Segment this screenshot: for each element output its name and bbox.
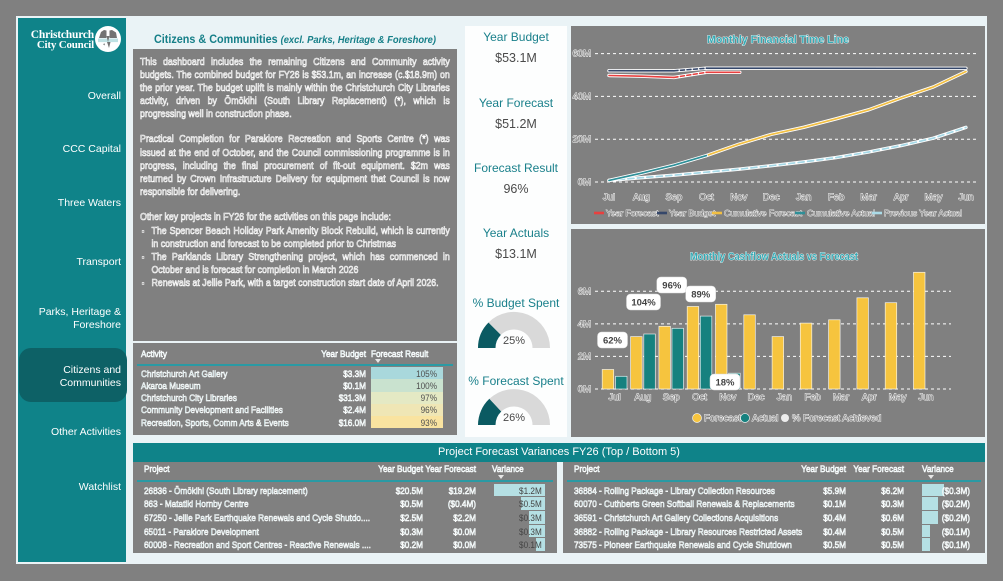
svg-text:Apr: Apr bbox=[894, 192, 909, 203]
svg-text:Forecast: Forecast bbox=[704, 413, 741, 424]
svg-text:Sep: Sep bbox=[663, 392, 680, 403]
svg-text:2M: 2M bbox=[578, 351, 591, 362]
svg-text:Previous Year Actual: Previous Year Actual bbox=[884, 208, 962, 218]
svg-text:Jun: Jun bbox=[918, 392, 933, 403]
svg-text:Year Budget: Year Budget bbox=[669, 208, 716, 218]
svg-text:18%: 18% bbox=[715, 378, 735, 389]
svg-text:89%: 89% bbox=[691, 290, 711, 301]
svg-text:62%: 62% bbox=[603, 336, 623, 347]
svg-text:Sep: Sep bbox=[665, 192, 682, 203]
svg-text:4M: 4M bbox=[578, 319, 591, 330]
svg-text:Aug: Aug bbox=[634, 392, 651, 403]
svg-text:Monthly Financial Time Line: Monthly Financial Time Line bbox=[707, 34, 849, 46]
svg-text:60M: 60M bbox=[573, 49, 592, 60]
svg-text:40M: 40M bbox=[573, 91, 592, 102]
svg-text:104%: 104% bbox=[631, 298, 656, 309]
svg-text:Cumulative Actual: Cumulative Actual bbox=[807, 208, 875, 218]
svg-text:Dec: Dec bbox=[763, 192, 780, 203]
svg-text:6M: 6M bbox=[578, 286, 591, 297]
svg-text:% Forecast Achieved: % Forecast Achieved bbox=[792, 413, 881, 424]
svg-text:Jul: Jul bbox=[603, 192, 615, 203]
svg-text:Mar: Mar bbox=[833, 392, 849, 403]
svg-text:Nov: Nov bbox=[719, 392, 736, 403]
svg-text:Dec: Dec bbox=[748, 392, 765, 403]
svg-text:Cumulative Forecast: Cumulative Forecast bbox=[724, 208, 803, 218]
svg-text:Nov: Nov bbox=[730, 192, 747, 203]
svg-text:0M: 0M bbox=[578, 177, 591, 188]
svg-text:Oct: Oct bbox=[692, 392, 707, 403]
svg-text:96%: 96% bbox=[662, 281, 682, 292]
svg-text:Feb: Feb bbox=[828, 192, 844, 203]
svg-text:Jan: Jan bbox=[777, 392, 792, 403]
svg-text:Actual: Actual bbox=[752, 413, 778, 424]
svg-text:Monthly Cashflow Actuals vs Fo: Monthly Cashflow Actuals vs Forecast bbox=[690, 251, 858, 263]
svg-text:Year Forecast: Year Forecast bbox=[606, 208, 659, 218]
svg-text:26%: 26% bbox=[503, 412, 525, 424]
svg-text:Apr: Apr bbox=[862, 392, 877, 403]
svg-text:25%: 25% bbox=[503, 335, 525, 347]
svg-text:May: May bbox=[889, 392, 907, 403]
svg-text:Oct: Oct bbox=[699, 192, 714, 203]
svg-text:Aug: Aug bbox=[633, 192, 650, 203]
svg-text:Feb: Feb bbox=[805, 392, 821, 403]
svg-text:Jun: Jun bbox=[958, 192, 973, 203]
svg-text:0M: 0M bbox=[578, 384, 591, 395]
svg-text:May: May bbox=[925, 192, 943, 203]
svg-text:Mar: Mar bbox=[860, 192, 876, 203]
svg-text:20M: 20M bbox=[573, 134, 592, 145]
svg-text:Jul: Jul bbox=[609, 392, 621, 403]
svg-text:Jan: Jan bbox=[796, 192, 811, 203]
